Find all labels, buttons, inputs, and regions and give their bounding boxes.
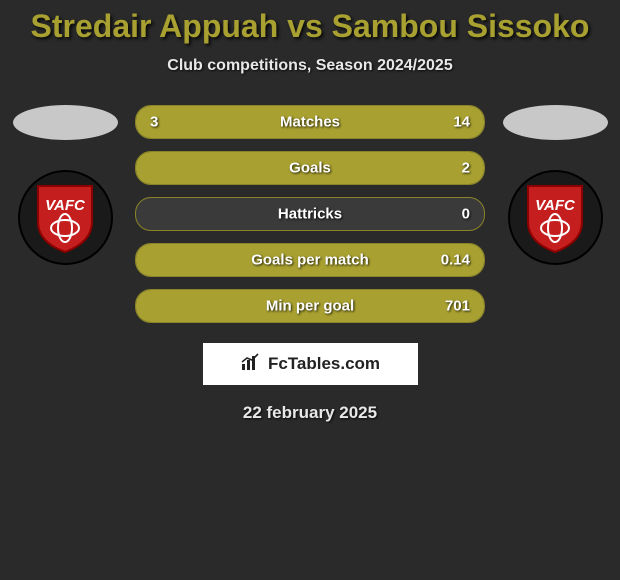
stat-label: Goals [289, 160, 331, 177]
player2-club-badge: VAFC [508, 170, 603, 265]
comparison-widget: Stredair Appuah vs Sambou Sissoko Club c… [0, 0, 620, 423]
branding-text: FcTables.com [268, 354, 380, 374]
branding-badge: FcTables.com [203, 343, 418, 385]
player2-column: VAFC [500, 105, 610, 265]
vs-label: vs [287, 8, 323, 44]
date-label: 22 february 2025 [0, 403, 620, 423]
main-content: VAFC 3 Matches 14 Goals 2 [0, 105, 620, 323]
stat-value-right: 701 [445, 298, 470, 315]
player2-name: Sambou Sissoko [332, 8, 590, 44]
stat-bar-hattricks: Hattricks 0 [135, 197, 485, 231]
stat-fill-left [136, 106, 199, 138]
stat-label: Hattricks [278, 206, 342, 223]
vafc-shield-icon: VAFC [34, 182, 96, 254]
stats-column: 3 Matches 14 Goals 2 Hattricks 0 [135, 105, 485, 323]
vafc-shield-icon: VAFC [524, 182, 586, 254]
player1-name: Stredair Appuah [31, 8, 279, 44]
stat-bar-matches: 3 Matches 14 [135, 105, 485, 139]
chart-icon [240, 353, 262, 376]
comparison-title: Stredair Appuah vs Sambou Sissoko [0, 8, 620, 45]
stat-bar-goals-per-match: Goals per match 0.14 [135, 243, 485, 277]
player1-avatar-placeholder [13, 105, 118, 140]
stat-value-right: 14 [453, 114, 470, 131]
stat-label: Min per goal [266, 298, 354, 315]
svg-text:VAFC: VAFC [535, 197, 576, 214]
stat-label: Goals per match [251, 252, 369, 269]
stat-bar-min-per-goal: Min per goal 701 [135, 289, 485, 323]
stat-value-right: 2 [462, 160, 470, 177]
stat-value-right: 0 [462, 206, 470, 223]
stat-value-left: 3 [150, 114, 158, 131]
player1-column: VAFC [10, 105, 120, 265]
stat-label: Matches [280, 114, 340, 131]
player2-avatar-placeholder [503, 105, 608, 140]
stat-bar-goals: Goals 2 [135, 151, 485, 185]
stat-value-right: 0.14 [441, 252, 470, 269]
stat-fill-right [199, 106, 484, 138]
player1-club-badge: VAFC [18, 170, 113, 265]
svg-text:VAFC: VAFC [45, 197, 86, 214]
subtitle: Club competitions, Season 2024/2025 [0, 57, 620, 75]
